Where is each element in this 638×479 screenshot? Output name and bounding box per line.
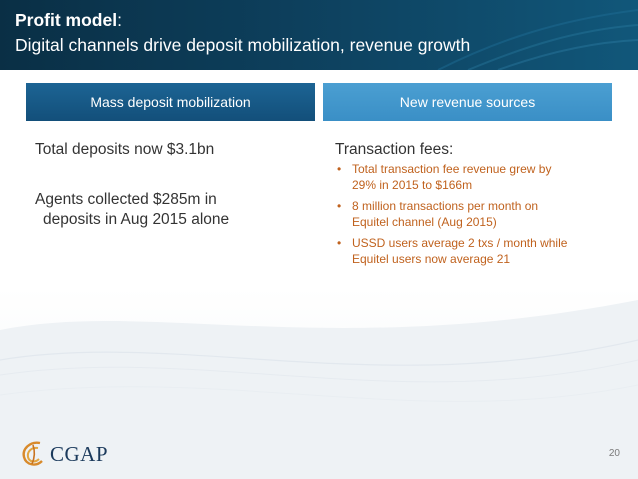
transaction-fees-list: • Total transaction fee revenue grew by … xyxy=(335,161,605,272)
title-bar: Profit model: Digital channels drive dep… xyxy=(0,0,638,70)
list-item: • Total transaction fee revenue grew by … xyxy=(337,162,552,192)
cgap-logo-text: CGAP xyxy=(50,441,109,466)
left-item-total-deposits: Total deposits now $3.1bn xyxy=(35,141,215,158)
header-stripes-decoration xyxy=(437,9,638,70)
bullet-icon: • xyxy=(337,236,342,250)
column-heading-mass-deposit: Mass deposit mobilization xyxy=(26,83,315,121)
column-heading-new-revenue: New revenue sources xyxy=(323,83,612,121)
list-item: • 8 million transactions per month on Eq… xyxy=(337,199,539,229)
transaction-fees-title: Transaction fees: xyxy=(335,141,454,158)
left-item-agents-collected: Agents collected $285m in deposits in Au… xyxy=(35,191,230,228)
bullet-icon: • xyxy=(337,162,342,176)
cgap-logo-mark-icon xyxy=(22,441,43,466)
page-title: Profit model: xyxy=(15,10,122,30)
cgap-logo: CGAP xyxy=(18,439,108,469)
page-subtitle: Digital channels drive deposit mobilizat… xyxy=(15,35,471,55)
page-number: 20 xyxy=(608,448,620,459)
list-item: • USSD users average 2 txs / month while… xyxy=(337,236,568,266)
bullet-icon: • xyxy=(337,199,342,213)
